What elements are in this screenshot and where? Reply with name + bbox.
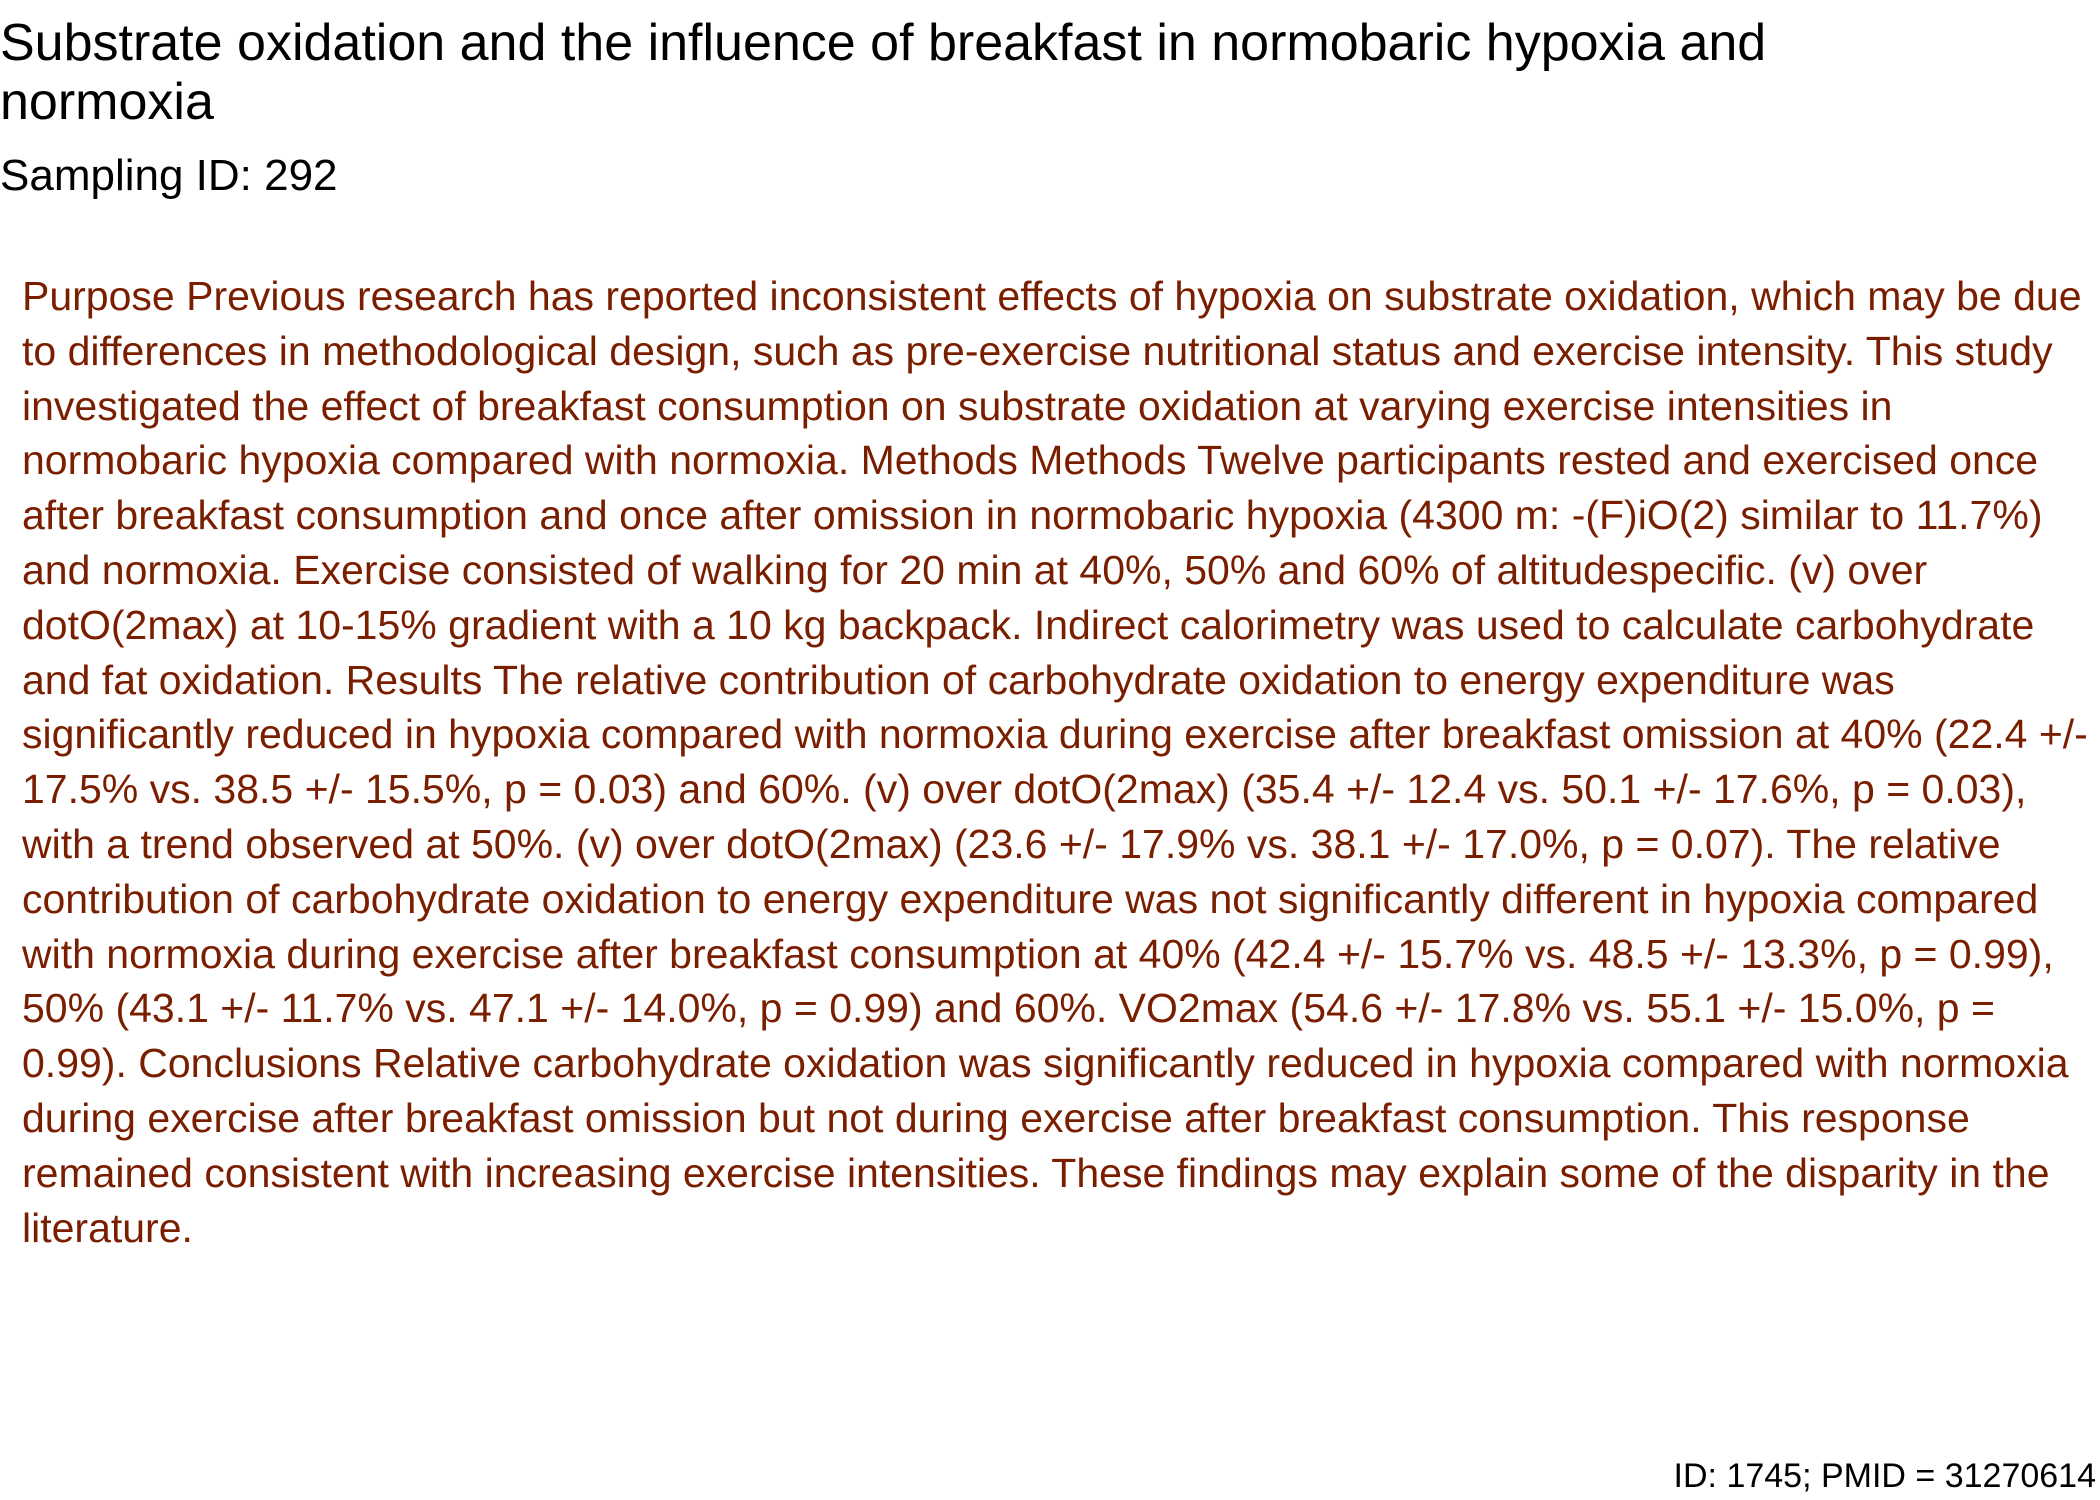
- abstract-text: Purpose Previous research has reported i…: [22, 273, 2088, 1251]
- paper-title: Substrate oxidation and the influence of…: [0, 14, 1767, 131]
- sampling-id: Sampling ID: 292: [0, 151, 338, 200]
- record-id-footer: ID: 1745; PMID = 31270614: [1673, 1457, 2096, 1495]
